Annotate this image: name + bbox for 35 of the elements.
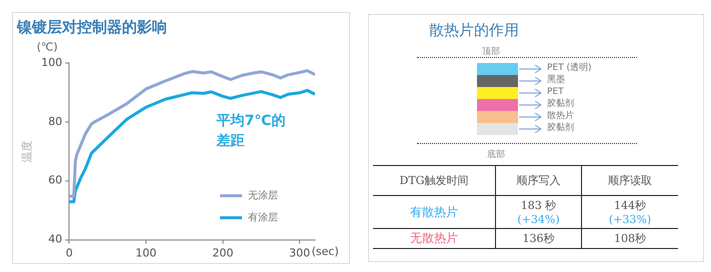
y-tick-label: 40 [48,232,62,246]
y-tick-label: 60 [48,174,62,187]
y-tick-label: 80 [48,114,62,128]
text: (+33%) [608,213,652,226]
x-tick-label: 100 [136,246,157,260]
text: 胶黏剂 [547,122,574,134]
text: 顺序读取 [582,166,678,196]
x-tick-label: 200 [212,246,234,260]
text: 顶部 [482,46,500,58]
y-axis-title: 温度 [20,140,34,162]
legend-label: 有涂层 [248,211,278,224]
text: 黑墨 [547,74,565,86]
text: 无散热片 [373,228,496,248]
text: 胶黏剂 [547,98,574,110]
text: DTG触发时间 [373,166,496,196]
legend-label: 无涂层 [248,189,278,202]
x-tick-label: 300 [289,246,310,260]
chart-title: 镍镀层对控制器的影响 [16,18,167,36]
text: 散热片 [547,110,574,122]
text: 144秒 [613,198,647,213]
text: (℃) [36,40,58,54]
text: 散热片的作用 [429,21,519,40]
text: PET (透明) [547,62,592,74]
text: 108秒 [582,228,678,248]
x-axis-title: (sec) [312,245,339,258]
text: 136秒 [496,228,582,248]
y-tick-label: 100 [41,56,62,69]
text: 底部 [487,148,505,161]
x-tick-label: 0 [66,246,73,260]
text: 183 秒 [520,198,558,213]
text: 有散热片 [373,196,496,228]
text: (+34%) [516,213,561,226]
text: 顺序写入 [496,166,582,196]
annotation: 平均7℃的差距 [216,112,286,149]
text: PET [547,86,564,98]
